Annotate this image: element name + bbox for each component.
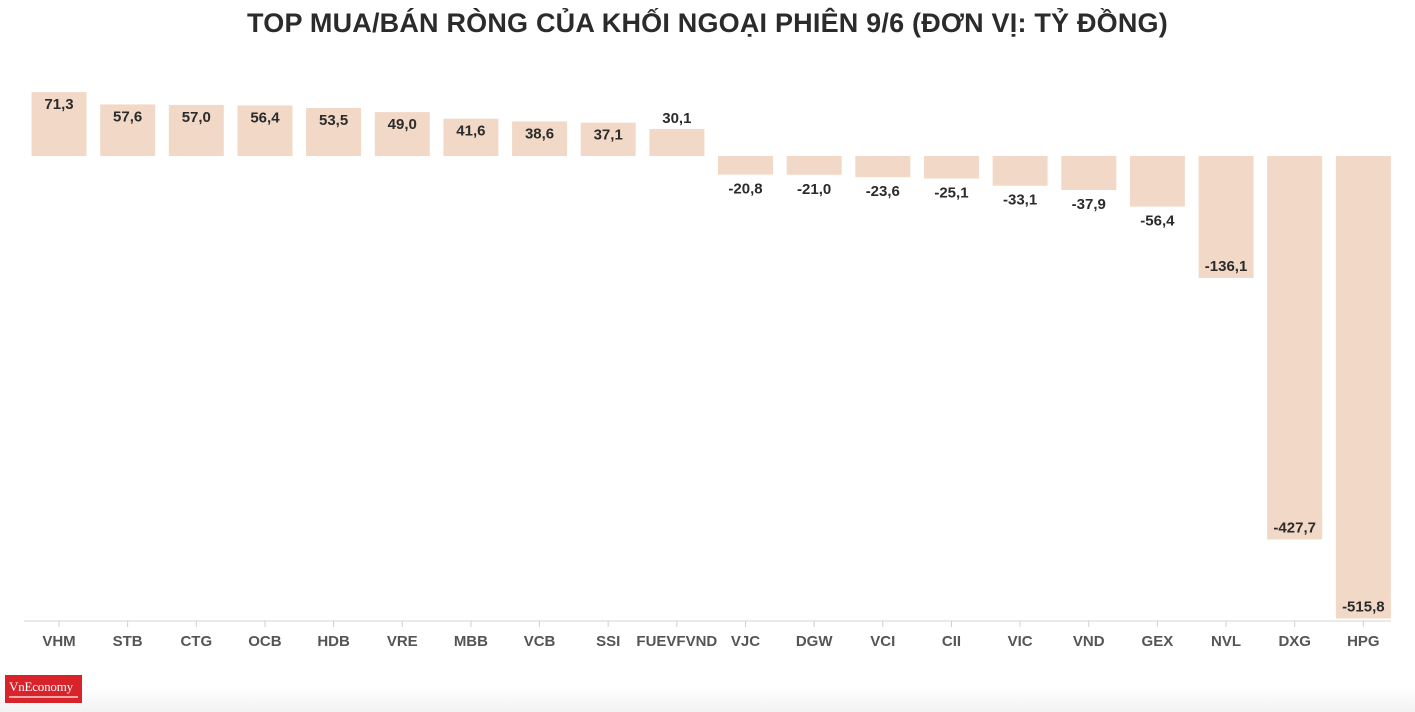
value-label-vnd: -37,9	[1072, 196, 1106, 213]
bar-nvl	[1198, 156, 1254, 278]
category-label-ssi: SSI	[596, 633, 620, 650]
category-label-dgw: DGW	[796, 633, 834, 650]
bar-dgw	[786, 156, 842, 175]
value-label-vcb: 38,6	[525, 125, 554, 142]
bar-hdb	[306, 108, 362, 156]
value-label-fuevfvnd: 30,1	[662, 110, 691, 127]
value-label-hdb: 53,5	[319, 112, 348, 129]
value-label-vjc: -20,8	[728, 181, 762, 198]
value-label-ocb: 56,4	[250, 109, 280, 126]
value-label-stb: 57,6	[113, 108, 142, 125]
value-label-ctg: 57,0	[182, 109, 211, 126]
bar-vnd	[1061, 156, 1117, 190]
footer-band	[0, 688, 1415, 712]
value-label-vic: -33,1	[1003, 192, 1037, 209]
category-label-gex: GEX	[1142, 633, 1174, 650]
bar-cii	[924, 156, 979, 179]
value-label-vre: 49,0	[388, 116, 417, 133]
value-label-cii: -25,1	[934, 185, 968, 202]
value-label-dgw: -21,0	[797, 181, 831, 198]
bar-stb	[100, 104, 156, 156]
value-label-vhm: 71,3	[44, 96, 73, 113]
value-label-mbb: 41,6	[456, 123, 485, 140]
bar-vjc	[718, 156, 773, 175]
category-label-hpg: HPG	[1347, 633, 1380, 650]
category-label-stb: STB	[113, 633, 143, 650]
category-label-cii: CII	[942, 633, 961, 650]
category-label-vci: VCI	[870, 633, 895, 650]
category-label-vic: VIC	[1008, 633, 1033, 650]
value-label-dxg: -427,7	[1273, 520, 1316, 537]
category-label-vhm: VHM	[42, 633, 75, 650]
bar-vci	[855, 156, 911, 178]
bar-ssi	[580, 122, 636, 156]
value-label-vci: -23,6	[866, 183, 900, 200]
vneconomy-logo: VnEconomy	[5, 675, 82, 703]
category-label-vcb: VCB	[524, 633, 556, 650]
value-label-gex: -56,4	[1140, 213, 1175, 230]
category-label-ctg: CTG	[180, 633, 212, 650]
bar-vre	[374, 112, 430, 156]
logo-text: VnEconomy	[9, 679, 73, 694]
category-label-hdb: HDB	[317, 633, 350, 650]
logo-tagline-line	[9, 696, 78, 698]
category-label-nvl: NVL	[1211, 633, 1241, 650]
bar-vcb	[512, 121, 568, 156]
bar-mbb	[443, 118, 499, 156]
category-label-mbb: MBB	[454, 633, 488, 650]
value-label-hpg: -515,8	[1342, 599, 1385, 616]
category-label-vnd: VND	[1073, 633, 1105, 650]
bar-ocb	[237, 105, 293, 156]
bar-fuevfvnd	[649, 129, 705, 156]
bar-gex	[1129, 156, 1185, 207]
value-label-nvl: -136,1	[1205, 258, 1248, 275]
bar-vhm	[31, 92, 87, 156]
category-label-vjc: VJC	[731, 633, 760, 650]
bar-hpg	[1335, 156, 1391, 619]
value-label-ssi: 37,1	[594, 127, 623, 144]
bar-dxg	[1267, 156, 1323, 540]
category-label-dxg: DXG	[1278, 633, 1311, 650]
bar-ctg	[168, 104, 224, 156]
category-label-fuevfvnd: FUEVFVND	[636, 633, 717, 650]
chart-title: TOP MUA/BÁN RÒNG CỦA KHỐI NGOẠI PHIÊN 9/…	[247, 8, 1168, 38]
category-label-ocb: OCB	[248, 633, 282, 650]
bar-vic	[992, 156, 1048, 186]
category-label-vre: VRE	[387, 633, 418, 650]
